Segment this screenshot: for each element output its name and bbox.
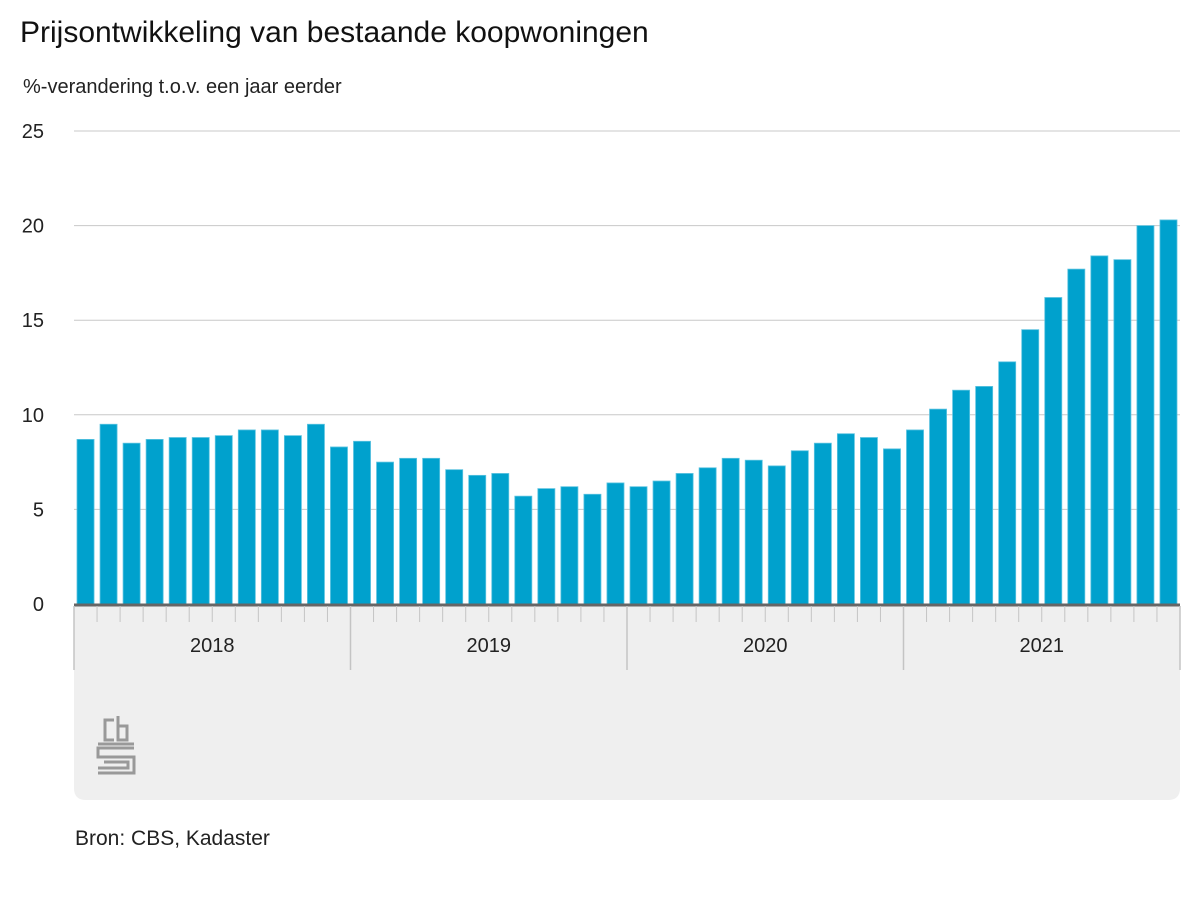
bar[interactable] bbox=[1159, 219, 1178, 605]
y-tick-label: 10 bbox=[22, 405, 44, 427]
y-tick-label: 15 bbox=[22, 310, 44, 332]
bar[interactable] bbox=[307, 423, 325, 605]
x-year-label: 2018 bbox=[190, 635, 235, 657]
bar[interactable] bbox=[145, 438, 164, 605]
bar[interactable] bbox=[514, 495, 533, 605]
x-year-label: 2020 bbox=[743, 635, 788, 657]
bar[interactable] bbox=[906, 429, 924, 605]
bar[interactable] bbox=[629, 486, 648, 605]
y-tick-label: 5 bbox=[33, 499, 44, 521]
source-note: Bron: CBS, Kadaster bbox=[75, 827, 270, 850]
y-tick-label: 0 bbox=[33, 594, 44, 616]
chart-title: Prijsontwikkeling van bestaande koopwoni… bbox=[20, 16, 649, 49]
bar[interactable] bbox=[860, 437, 878, 605]
bar[interactable] bbox=[237, 429, 256, 605]
bar[interactable] bbox=[952, 389, 971, 605]
cbs-logo-c bbox=[103, 718, 114, 742]
bar[interactable] bbox=[214, 435, 233, 605]
bar[interactable] bbox=[353, 440, 371, 605]
bar[interactable] bbox=[376, 461, 394, 605]
bar[interactable] bbox=[767, 465, 786, 605]
bar[interactable] bbox=[929, 408, 947, 605]
x-year-label: 2019 bbox=[467, 635, 512, 657]
cbs-logo bbox=[96, 716, 136, 775]
x-year-label: 2021 bbox=[1020, 635, 1065, 657]
bar[interactable] bbox=[191, 437, 210, 605]
bar[interactable] bbox=[1113, 259, 1132, 605]
cbs-logo-s bbox=[96, 746, 136, 775]
cbs-logo-inner bbox=[98, 760, 130, 770]
bar[interactable] bbox=[560, 486, 579, 605]
bar[interactable] bbox=[836, 433, 855, 605]
bar[interactable] bbox=[698, 467, 717, 605]
bar[interactable] bbox=[883, 448, 901, 605]
bar[interactable] bbox=[491, 473, 510, 605]
bar[interactable] bbox=[583, 493, 602, 605]
bar[interactable] bbox=[399, 457, 418, 605]
y-tick-label: 25 bbox=[22, 121, 44, 143]
bar[interactable] bbox=[675, 473, 694, 605]
bar[interactable] bbox=[99, 423, 118, 605]
bar[interactable] bbox=[1090, 255, 1109, 605]
bar[interactable] bbox=[790, 450, 809, 605]
bar[interactable] bbox=[76, 438, 95, 605]
bar[interactable] bbox=[283, 435, 302, 605]
bar[interactable] bbox=[260, 429, 279, 605]
bar[interactable] bbox=[1067, 268, 1086, 605]
bar[interactable] bbox=[445, 469, 464, 605]
bar[interactable] bbox=[813, 442, 832, 605]
bar[interactable] bbox=[168, 437, 187, 605]
bar[interactable] bbox=[330, 446, 348, 605]
bar[interactable] bbox=[468, 474, 487, 605]
bar[interactable] bbox=[721, 457, 740, 605]
bar[interactable] bbox=[606, 482, 625, 605]
bar[interactable] bbox=[1021, 329, 1040, 605]
bar[interactable] bbox=[537, 488, 556, 605]
y-axis-label: %-verandering t.o.v. een jaar eerder bbox=[23, 76, 342, 98]
bar[interactable] bbox=[1136, 225, 1155, 605]
bar[interactable] bbox=[744, 459, 763, 605]
bar[interactable] bbox=[422, 457, 441, 605]
bar[interactable] bbox=[975, 386, 994, 605]
bar[interactable] bbox=[122, 442, 141, 605]
bar[interactable] bbox=[998, 361, 1017, 605]
cbs-logo-b bbox=[116, 716, 129, 742]
y-tick-label: 20 bbox=[22, 216, 44, 238]
bar[interactable] bbox=[652, 480, 671, 605]
bar[interactable] bbox=[1044, 297, 1063, 605]
